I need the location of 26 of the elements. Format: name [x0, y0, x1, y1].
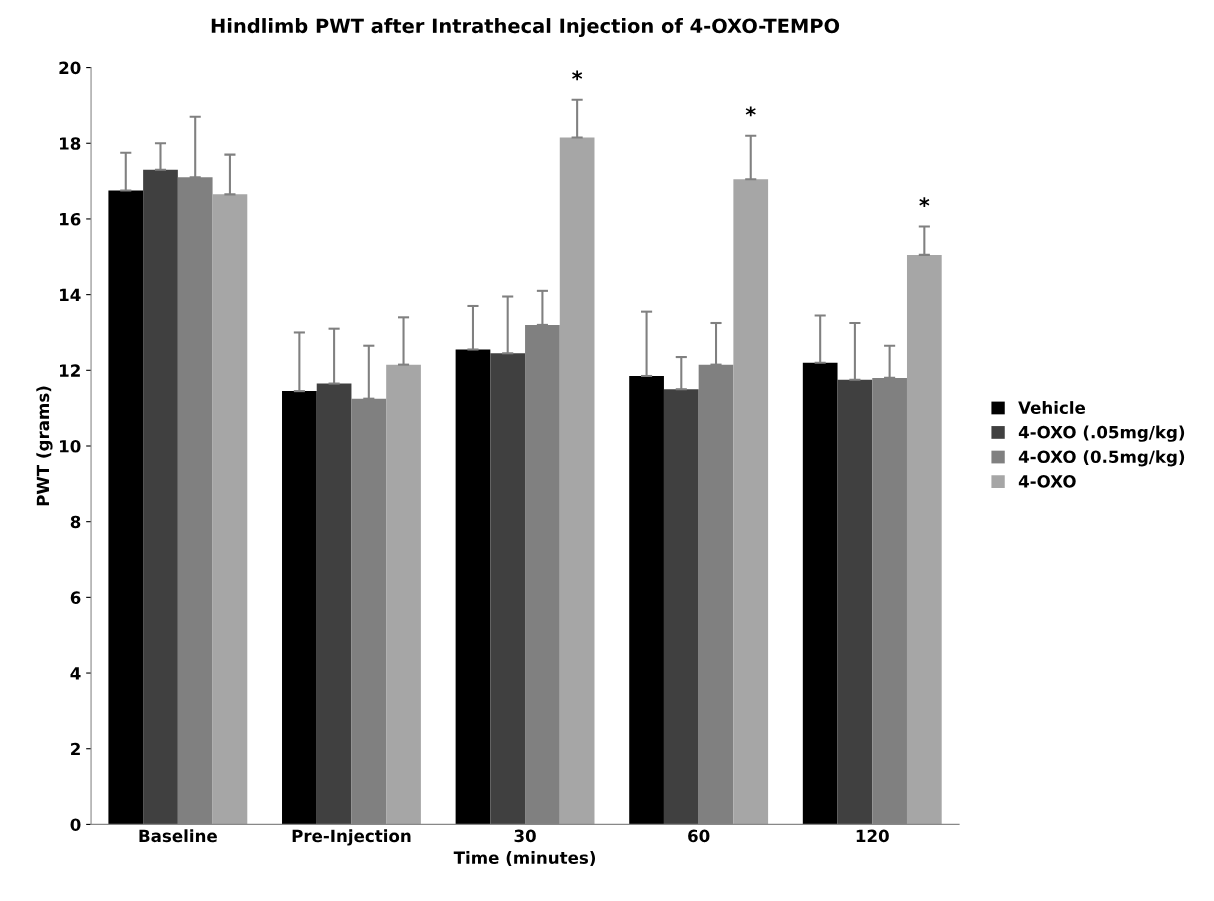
y-axis-title: PWT (grams)	[36, 386, 53, 506]
x-tick-label: Pre-Injection	[292, 829, 411, 846]
y-tick-label: 4	[70, 667, 81, 680]
y-tick-label: 8	[70, 515, 81, 529]
x-tick-label: 30	[514, 829, 536, 843]
x-tick-label: 60	[688, 829, 710, 843]
chart-title: Hindlimb PWT after Intrathecal Injection of 4-OXO-TEMPO	[211, 18, 840, 38]
y-tick-label: 12	[60, 364, 80, 377]
y-tick-label: 16	[60, 212, 81, 226]
y-tick-label: 2	[71, 742, 80, 756]
x-tick-label: Baseline	[139, 829, 217, 843]
legend-label: 4-OXO (.05mg/kg)	[1018, 425, 1185, 442]
y-tick-label: 18	[60, 137, 81, 150]
y-tick-label: 14	[60, 288, 81, 301]
legend-label: 4-OXO (0.5mg/kg)	[1018, 450, 1185, 467]
y-tick-label: 0	[70, 818, 81, 831]
x-tick-label: 120	[856, 829, 889, 843]
x-axis-title: Time (minutes)	[453, 851, 596, 866]
y-tick-label: 20	[59, 61, 81, 75]
y-tick-label: 10	[60, 439, 81, 453]
legend-label: 4-OXO	[1018, 475, 1076, 488]
annotation: *	[745, 106, 756, 117]
annotation: *	[919, 197, 930, 208]
y-tick-label: 6	[70, 591, 81, 604]
annotation: *	[572, 70, 583, 81]
legend-label: Vehicle	[1018, 401, 1086, 415]
